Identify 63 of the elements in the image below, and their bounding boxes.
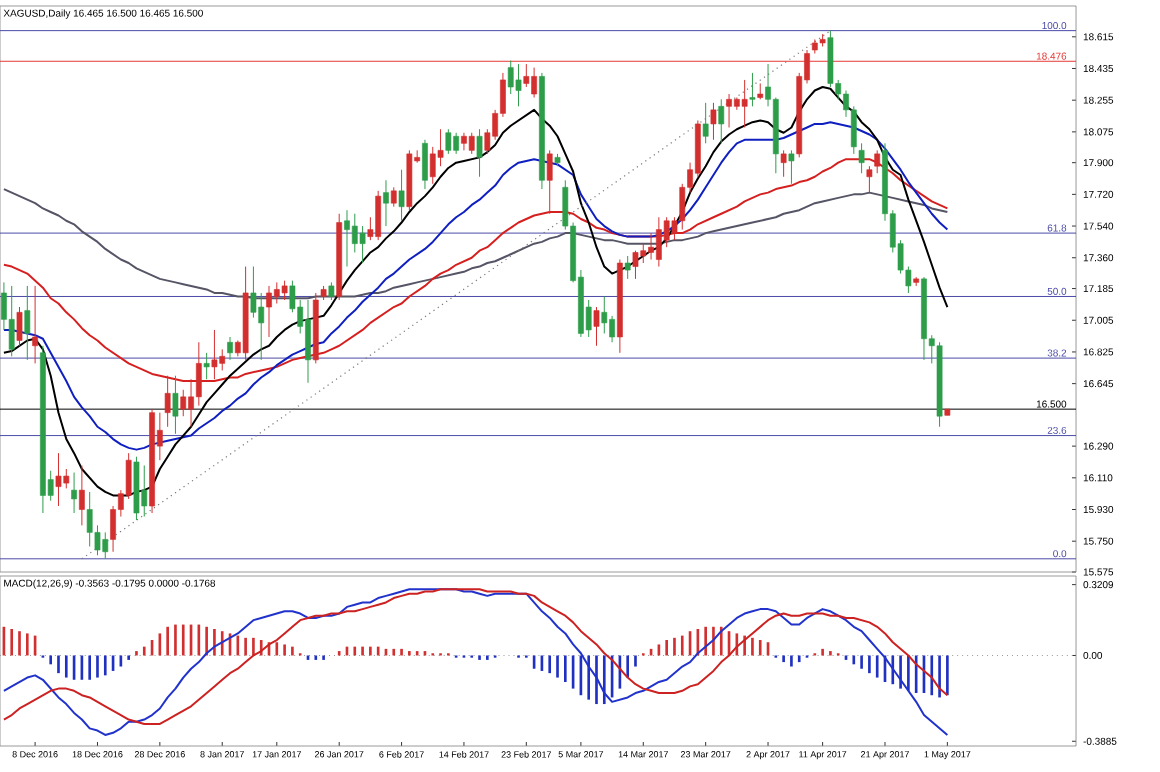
candlestick: [468, 132, 475, 155]
candlestick: [749, 72, 756, 107]
candlestick: [281, 280, 288, 301]
candlestick: [648, 232, 654, 261]
candlestick: [211, 329, 218, 380]
candlestick: [250, 266, 257, 319]
candlestick: [71, 472, 77, 514]
candlestick: [32, 285, 38, 364]
candlestick: [866, 165, 873, 194]
candlestick: [827, 30, 834, 88]
candlestick: [172, 375, 179, 435]
candlestick: [203, 352, 210, 380]
candlestick: [227, 336, 233, 361]
candlestick: [351, 213, 358, 253]
candlestick: [305, 299, 311, 384]
candlestick: [461, 132, 467, 151]
candlestick: [8, 285, 15, 357]
candlestick: [632, 250, 639, 280]
candlestick: [344, 209, 350, 268]
candlestick: [601, 295, 608, 334]
candlestick: [523, 63, 530, 88]
candlestick: [710, 102, 717, 141]
candlestick: [266, 285, 272, 338]
candlestick: [507, 60, 514, 95]
candlestick: [858, 142, 865, 174]
candlestick: [609, 315, 615, 343]
candlestick: [219, 348, 226, 371]
candlestick: [546, 149, 553, 215]
candlestick: [453, 132, 460, 155]
candlestick: [141, 464, 148, 518]
candlestick: [359, 225, 366, 264]
candlestick: [398, 169, 405, 222]
candlestick: [718, 98, 725, 144]
candlestick: [102, 531, 109, 560]
candlestick: [273, 281, 280, 305]
candlestick: [422, 139, 428, 190]
candlestick: [195, 341, 202, 407]
candlestick: [624, 255, 631, 280]
candlestick: [63, 468, 70, 489]
candlestick: [429, 146, 436, 185]
candlestick: [874, 149, 881, 174]
candlestick: [780, 149, 787, 178]
candlestick: [531, 67, 537, 99]
candlestick: [16, 306, 23, 347]
candlestick: [741, 79, 748, 128]
candlestick: [445, 128, 452, 155]
candlestick: [515, 63, 522, 107]
candlestick: [180, 389, 187, 417]
candlestick: [258, 292, 265, 361]
candlestick: [788, 149, 795, 185]
candlestick: [656, 216, 662, 268]
candlestick: [79, 464, 85, 526]
candlestick: [726, 93, 732, 128]
candlestick: [390, 186, 397, 208]
candlestick: [86, 491, 93, 547]
candlestick: [164, 375, 171, 428]
candlestick: [55, 452, 62, 507]
candlestick: [383, 179, 389, 227]
candlestick: [593, 306, 600, 347]
candlestick: [24, 285, 31, 361]
candlestick: [375, 190, 382, 241]
candlestick: [476, 128, 483, 178]
candlestick: [702, 102, 709, 144]
